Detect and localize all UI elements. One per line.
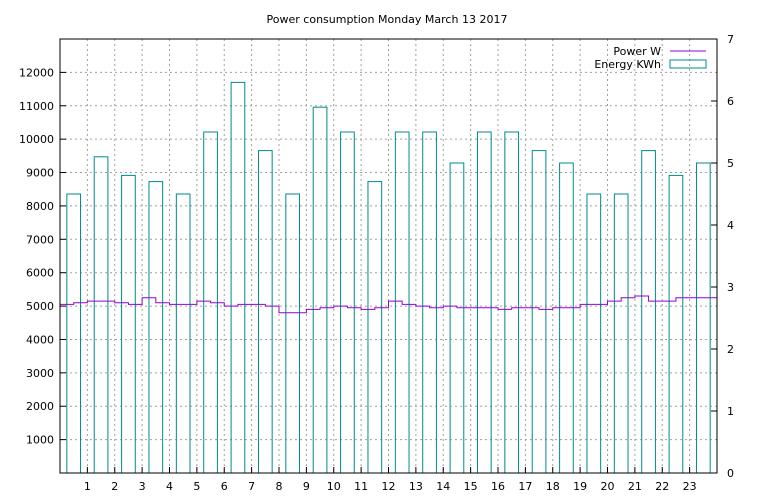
y-tick-label: 8000	[26, 200, 54, 213]
x-tick-label: 16	[491, 480, 505, 493]
y2-tick-label: 3	[727, 281, 734, 294]
energy-bar	[121, 174, 136, 474]
y-tick-label: 3000	[26, 367, 54, 380]
x-tick-label: 8	[276, 480, 283, 493]
power-line	[60, 295, 718, 314]
chart-title: Power consumption Monday March 13 2017	[267, 13, 508, 26]
y2-tick-label: 1	[727, 405, 734, 418]
energy-bar	[175, 193, 191, 474]
energy-bar	[257, 150, 273, 474]
x-tick-label: 14	[436, 480, 450, 493]
x-tick-label: 7	[248, 480, 255, 493]
energy-bar	[695, 162, 711, 474]
y2-tick-label: 6	[727, 95, 734, 108]
x-tick-label: 17	[518, 480, 532, 493]
x-tick-label: 4	[166, 480, 173, 493]
axes: 1000 2000 3000 4000 5000 6000 7000 8000 9000 1000…	[19, 33, 734, 493]
y-tick-label: 9000	[26, 167, 54, 180]
x-tick-label: 19	[573, 480, 587, 493]
energy-bar	[148, 181, 164, 474]
y2-tick-label: 4	[727, 219, 734, 232]
x-tick-label: 3	[139, 480, 146, 493]
x-tick-label: 9	[303, 480, 310, 493]
y-tick-label: 5000	[26, 300, 54, 313]
energy-bar	[422, 131, 437, 474]
energy-bar	[641, 150, 656, 474]
energy-bar	[586, 193, 602, 474]
x-tick-label: 20	[601, 480, 615, 493]
legend-label: Energy KWh	[594, 58, 661, 71]
y2-tick-label: 5	[727, 157, 734, 170]
x-tick-label: 5	[193, 480, 200, 493]
energy-bar	[230, 81, 246, 474]
x-tick-label: 10	[327, 480, 341, 493]
energy-bar	[504, 131, 520, 474]
energy-bar	[613, 193, 629, 474]
y-tick-label: 4000	[26, 333, 54, 346]
energy-bar	[668, 174, 684, 474]
x-tick-label: 22	[655, 480, 669, 493]
legend-label: Power W	[613, 45, 661, 58]
x-tick-label: 12	[382, 480, 396, 493]
energy-bar	[449, 162, 465, 474]
energy-bar	[367, 181, 383, 474]
energy-bar	[66, 193, 82, 474]
y-tick-label: 1000	[26, 434, 54, 447]
x-tick-label: 6	[221, 480, 228, 493]
y-tick-label: 6000	[26, 267, 54, 280]
energy-bar	[531, 150, 547, 474]
energy-bar	[93, 156, 109, 474]
energy-bar	[476, 131, 492, 474]
x-tick-label: 2	[111, 480, 118, 493]
y2-tick-label: 7	[727, 33, 734, 46]
energy-bar	[312, 106, 328, 474]
legend-swatch-energy	[669, 59, 707, 69]
x-tick-label: 23	[683, 480, 697, 493]
energy-bar	[285, 193, 301, 474]
y-tick-label: 10000	[19, 133, 54, 146]
power-line-series	[60, 295, 718, 314]
y2-tick-label: 2	[727, 343, 734, 356]
y2-tick-label: 0	[727, 467, 734, 480]
x-tick-label: 1	[84, 480, 91, 493]
y-tick-label: 2000	[26, 400, 54, 413]
energy-bar	[559, 162, 574, 474]
y-tick-label: 12000	[19, 66, 54, 79]
x-tick-label: 15	[464, 480, 478, 493]
x-tick-label: 18	[546, 480, 560, 493]
y-tick-label: 7000	[26, 233, 54, 246]
energy-bar	[340, 131, 355, 474]
x-tick-label: 11	[354, 480, 368, 493]
grid-lines	[60, 39, 717, 473]
y-tick-label: 11000	[19, 100, 54, 113]
x-tick-label: 13	[409, 480, 423, 493]
x-tick-label: 21	[628, 480, 642, 493]
